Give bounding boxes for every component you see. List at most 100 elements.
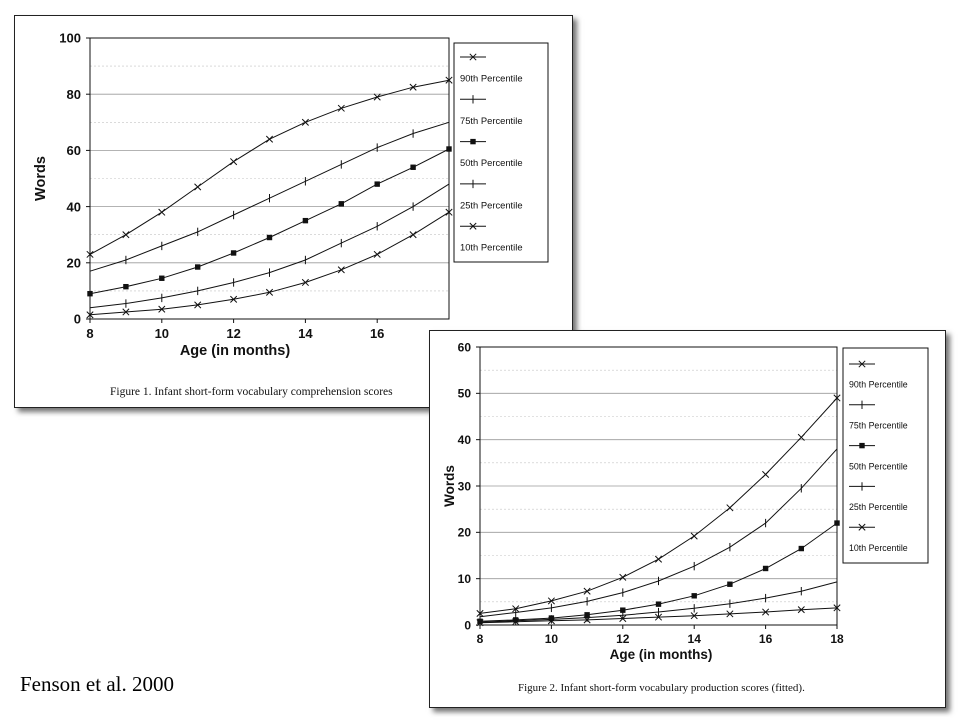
- chart2-point-90th: [583, 587, 591, 595]
- chart1-point-90th: [409, 83, 417, 91]
- chart1-xtick-label: 10: [155, 326, 169, 341]
- chart2-point-10th: [512, 618, 520, 626]
- chart1-point-50th: [195, 264, 201, 270]
- chart1-point-50th: [230, 250, 237, 256]
- chart1-point-90th: [265, 135, 274, 143]
- chart1-legend-box: [453, 42, 549, 263]
- chart2-yaxis-label: Words: [442, 465, 457, 507]
- chart1-point-50th: [446, 146, 452, 152]
- chart2-legend-label-75th: 75th Percentile: [849, 420, 908, 430]
- chart2-point-10th: [476, 619, 484, 627]
- chart2-point-50th: [834, 520, 840, 526]
- chart2-legend-marker-10th: [858, 523, 866, 531]
- chart1-point-90th: [445, 76, 453, 84]
- chart1-point-10th: [122, 308, 130, 316]
- chart2-legend-marker-90th: [858, 360, 866, 368]
- chart2-ytick-label: 30: [458, 479, 472, 493]
- chart1-point-90th: [122, 231, 130, 239]
- figure1-panel: 0 20 40 60 80 100 8 10 12 14 16 Age (in months) Word…: [14, 15, 573, 408]
- chart1-point-50th: [374, 181, 380, 187]
- chart2-ytick-label: 20: [458, 526, 472, 540]
- chart1-ytick-label: 100: [59, 31, 81, 46]
- chart1-point-10th: [445, 208, 453, 216]
- chart2-point-50th: [798, 545, 804, 552]
- chart2-series-line-75th: [479, 448, 838, 618]
- chart2-point-10th: [619, 614, 627, 623]
- chart1-yaxis-label: Words: [33, 156, 49, 201]
- chart1-point-10th: [86, 311, 94, 319]
- chart1-ytick-label: 20: [67, 255, 81, 270]
- chart1-point-50th: [266, 234, 273, 241]
- chart2-point-90th: [762, 470, 770, 478]
- chart1-point-50th: [159, 275, 165, 281]
- chart1-point-10th: [194, 301, 202, 309]
- figure1-caption: Figure 1. Infant short-form vocabulary c…: [110, 386, 393, 398]
- chart1-xtick-label: 12: [226, 326, 240, 341]
- chart2-point-90th: [833, 394, 841, 402]
- chart2-legend-label-50th: 50th Percentile: [849, 461, 908, 471]
- chart2-point-90th: [547, 597, 555, 605]
- chart1-ytick-label: 60: [67, 143, 81, 158]
- chart2-point-50th: [727, 581, 733, 587]
- chart2-point-90th: [726, 504, 734, 512]
- chart1-legend-label-50th: 50th Percentile: [460, 157, 523, 168]
- chart1-legend-label-90th: 90th Percentile: [460, 73, 523, 84]
- chart1-plot-frame: [89, 37, 450, 320]
- chart2-xtick-label: 10: [545, 632, 559, 646]
- chart1-series-line-10th: [89, 211, 450, 316]
- chart1-point-90th: [301, 118, 309, 126]
- chart1-point-90th: [158, 208, 166, 216]
- chart2-point-10th: [726, 610, 734, 618]
- chart1-legend-marker-10th: [469, 222, 477, 230]
- chart2-xtick-label: 14: [688, 632, 702, 646]
- chart1-ytick-label: 80: [67, 87, 81, 102]
- chart2-legend-label-90th: 90th Percentile: [849, 380, 908, 390]
- attribution-text: Fenson et al. 2000: [20, 672, 174, 696]
- chart2-xtick-label: 16: [759, 632, 773, 646]
- chart2-point-50th: [655, 601, 662, 607]
- chart2-xaxis-label: Age (in months): [610, 647, 713, 662]
- chart2-legend-label-10th: 10th Percentile: [849, 543, 908, 553]
- chart1-point-10th: [373, 250, 381, 258]
- chart1-point-90th: [194, 183, 202, 191]
- chart1-point-50th: [302, 217, 309, 224]
- chart2-point-10th: [654, 613, 663, 621]
- chart2-legend-marker-50th: [859, 442, 865, 449]
- chart2-point-90th: [619, 573, 627, 581]
- chart2-point-50th: [691, 593, 697, 599]
- chart2-point-10th: [762, 608, 770, 616]
- chart1-legend-label-25th: 25th Percentile: [460, 199, 523, 210]
- chart2-ytick-label: 10: [458, 572, 472, 586]
- chart1-point-50th: [338, 201, 344, 207]
- chart2-point-50th: [762, 565, 769, 572]
- chart2-legend-label-25th: 25th Percentile: [849, 502, 908, 512]
- chart1-legend-marker-50th: [470, 138, 476, 145]
- chart1-xtick-label: 16: [370, 326, 384, 341]
- chart2-ytick-label: 50: [458, 387, 472, 401]
- chart1-point-10th: [337, 266, 345, 274]
- chart1-point-50th: [87, 291, 93, 297]
- chart2-point-10th: [797, 606, 805, 614]
- chart1-legend-label-75th: 75th Percentile: [460, 115, 523, 126]
- chart1-point-90th: [230, 158, 238, 166]
- chart1-legend-marker-90th: [469, 53, 477, 61]
- chart1-xtick-label: 14: [298, 326, 313, 341]
- chart2-ytick-label: 60: [458, 340, 472, 354]
- chart1-point-10th: [265, 288, 274, 296]
- figure2-caption: Figure 2. Infant short-form vocabulary p…: [518, 682, 805, 694]
- chart1-point-10th: [230, 295, 238, 303]
- chart1-point-10th: [301, 278, 309, 287]
- figure1-chart: 0 20 40 60 80 100 8 10 12 14 16 Age (in months) Word…: [33, 31, 549, 359]
- chart2-xtick-label: 12: [616, 632, 630, 646]
- chart2-point-50th: [620, 607, 626, 613]
- chart2-point-10th: [690, 612, 698, 620]
- chart2-point-90th: [690, 532, 698, 540]
- chart1-xaxis-label: Age (in months): [180, 343, 291, 359]
- chart2-ytick-label: 0: [464, 618, 471, 632]
- chart1-point-90th: [86, 250, 94, 258]
- chart1-point-50th: [410, 164, 416, 170]
- chart2-point-90th: [797, 433, 805, 441]
- chart1-point-50th: [123, 283, 129, 290]
- chart1-point-10th: [158, 305, 166, 313]
- figure2-panel: 0 10 20 30 40 50 60 8 10 12 14 16 18 Age (in months) W…: [429, 330, 946, 708]
